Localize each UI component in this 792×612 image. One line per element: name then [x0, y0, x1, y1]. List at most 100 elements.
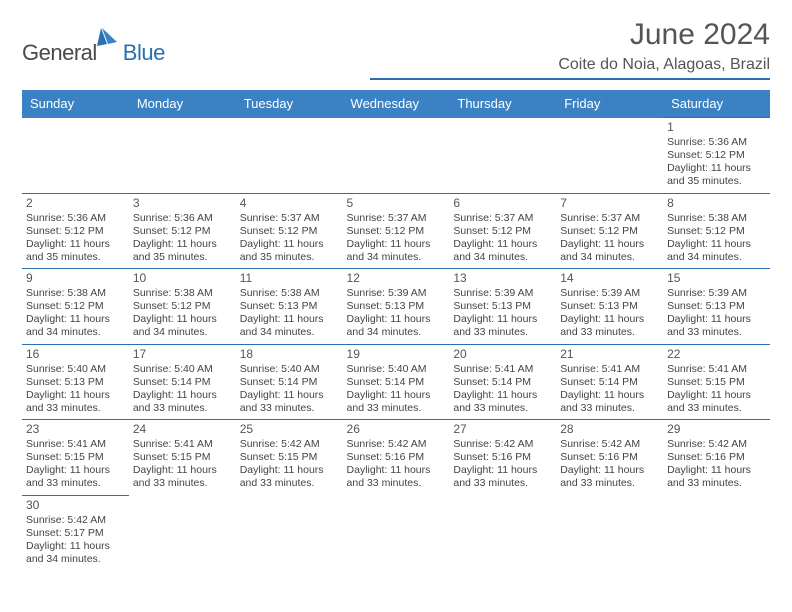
calendar-day-cell: 16Sunrise: 5:40 AMSunset: 5:13 PMDayligh…	[22, 344, 129, 420]
header: General Blue June 2024 Coite do Noia, Al…	[22, 18, 770, 80]
day-number: 27	[453, 422, 552, 437]
daylight-line: Daylight: 11 hours and 33 minutes.	[667, 464, 766, 490]
sunset-line: Sunset: 5:12 PM	[133, 225, 232, 238]
sunrise-line: Sunrise: 5:42 AM	[560, 438, 659, 451]
day-number: 10	[133, 271, 232, 286]
calendar-day-cell	[129, 495, 236, 570]
calendar-week-row: 30Sunrise: 5:42 AMSunset: 5:17 PMDayligh…	[22, 495, 770, 570]
day-number: 23	[26, 422, 125, 437]
calendar-day-cell	[449, 495, 556, 570]
brand-general: General	[22, 40, 97, 66]
sunrise-line: Sunrise: 5:42 AM	[347, 438, 446, 451]
day-number: 14	[560, 271, 659, 286]
daylight-line: Daylight: 11 hours and 33 minutes.	[667, 313, 766, 339]
daylight-line: Daylight: 11 hours and 34 minutes.	[26, 540, 125, 566]
sunset-line: Sunset: 5:15 PM	[26, 451, 125, 464]
calendar-day-cell: 13Sunrise: 5:39 AMSunset: 5:13 PMDayligh…	[449, 269, 556, 345]
sunrise-line: Sunrise: 5:41 AM	[667, 363, 766, 376]
sunset-line: Sunset: 5:12 PM	[667, 149, 766, 162]
sunrise-line: Sunrise: 5:38 AM	[133, 287, 232, 300]
calendar-day-cell: 8Sunrise: 5:38 AMSunset: 5:12 PMDaylight…	[663, 193, 770, 269]
day-number: 6	[453, 196, 552, 211]
sunrise-line: Sunrise: 5:40 AM	[347, 363, 446, 376]
calendar-day-cell: 22Sunrise: 5:41 AMSunset: 5:15 PMDayligh…	[663, 344, 770, 420]
sunset-line: Sunset: 5:13 PM	[667, 300, 766, 313]
sunrise-line: Sunrise: 5:40 AM	[26, 363, 125, 376]
calendar-day-cell	[129, 118, 236, 194]
weekday-thursday: Thursday	[449, 90, 556, 118]
calendar-day-cell	[236, 495, 343, 570]
calendar-week-row: 16Sunrise: 5:40 AMSunset: 5:13 PMDayligh…	[22, 344, 770, 420]
sunrise-line: Sunrise: 5:42 AM	[240, 438, 339, 451]
sunrise-line: Sunrise: 5:42 AM	[667, 438, 766, 451]
sunset-line: Sunset: 5:13 PM	[347, 300, 446, 313]
weekday-header-row: Sunday Monday Tuesday Wednesday Thursday…	[22, 90, 770, 118]
sunset-line: Sunset: 5:14 PM	[560, 376, 659, 389]
sunrise-line: Sunrise: 5:37 AM	[453, 212, 552, 225]
daylight-line: Daylight: 11 hours and 33 minutes.	[560, 464, 659, 490]
daylight-line: Daylight: 11 hours and 33 minutes.	[453, 313, 552, 339]
calendar-day-cell: 4Sunrise: 5:37 AMSunset: 5:12 PMDaylight…	[236, 193, 343, 269]
sunrise-line: Sunrise: 5:38 AM	[26, 287, 125, 300]
day-number: 21	[560, 347, 659, 362]
sunrise-line: Sunrise: 5:39 AM	[453, 287, 552, 300]
sunset-line: Sunset: 5:12 PM	[453, 225, 552, 238]
sail-icon	[97, 28, 121, 51]
daylight-line: Daylight: 11 hours and 33 minutes.	[133, 389, 232, 415]
calendar-day-cell: 12Sunrise: 5:39 AMSunset: 5:13 PMDayligh…	[343, 269, 450, 345]
sunset-line: Sunset: 5:17 PM	[26, 527, 125, 540]
daylight-line: Daylight: 11 hours and 33 minutes.	[667, 389, 766, 415]
calendar-day-cell: 1Sunrise: 5:36 AMSunset: 5:12 PMDaylight…	[663, 118, 770, 194]
location-label: Coite do Noia, Alagoas, Brazil	[370, 56, 770, 80]
calendar-day-cell: 6Sunrise: 5:37 AMSunset: 5:12 PMDaylight…	[449, 193, 556, 269]
calendar-day-cell: 7Sunrise: 5:37 AMSunset: 5:12 PMDaylight…	[556, 193, 663, 269]
daylight-line: Daylight: 11 hours and 34 minutes.	[667, 238, 766, 264]
sunset-line: Sunset: 5:16 PM	[560, 451, 659, 464]
weekday-saturday: Saturday	[663, 90, 770, 118]
day-number: 28	[560, 422, 659, 437]
brand-blue: Blue	[123, 40, 165, 66]
brand-logo: General Blue	[22, 18, 165, 66]
calendar-day-cell	[343, 495, 450, 570]
sunset-line: Sunset: 5:13 PM	[26, 376, 125, 389]
calendar-day-cell	[449, 118, 556, 194]
sunset-line: Sunset: 5:14 PM	[133, 376, 232, 389]
sunrise-line: Sunrise: 5:36 AM	[26, 212, 125, 225]
calendar-day-cell	[663, 495, 770, 570]
sunset-line: Sunset: 5:13 PM	[560, 300, 659, 313]
daylight-line: Daylight: 11 hours and 33 minutes.	[26, 464, 125, 490]
day-number: 2	[26, 196, 125, 211]
calendar-day-cell: 11Sunrise: 5:38 AMSunset: 5:13 PMDayligh…	[236, 269, 343, 345]
sunset-line: Sunset: 5:16 PM	[667, 451, 766, 464]
sunrise-line: Sunrise: 5:42 AM	[26, 514, 125, 527]
sunset-line: Sunset: 5:14 PM	[240, 376, 339, 389]
sunrise-line: Sunrise: 5:36 AM	[667, 136, 766, 149]
day-number: 18	[240, 347, 339, 362]
day-number: 24	[133, 422, 232, 437]
daylight-line: Daylight: 11 hours and 34 minutes.	[26, 313, 125, 339]
calendar-day-cell: 24Sunrise: 5:41 AMSunset: 5:15 PMDayligh…	[129, 420, 236, 496]
calendar-day-cell: 28Sunrise: 5:42 AMSunset: 5:16 PMDayligh…	[556, 420, 663, 496]
calendar-day-cell: 29Sunrise: 5:42 AMSunset: 5:16 PMDayligh…	[663, 420, 770, 496]
calendar-table: Sunday Monday Tuesday Wednesday Thursday…	[22, 90, 770, 570]
sunset-line: Sunset: 5:12 PM	[667, 225, 766, 238]
weekday-friday: Friday	[556, 90, 663, 118]
sunrise-line: Sunrise: 5:41 AM	[133, 438, 232, 451]
weekday-sunday: Sunday	[22, 90, 129, 118]
calendar-day-cell: 18Sunrise: 5:40 AMSunset: 5:14 PMDayligh…	[236, 344, 343, 420]
day-number: 22	[667, 347, 766, 362]
calendar-day-cell	[556, 495, 663, 570]
sunset-line: Sunset: 5:15 PM	[133, 451, 232, 464]
sunrise-line: Sunrise: 5:40 AM	[240, 363, 339, 376]
calendar-day-cell	[236, 118, 343, 194]
daylight-line: Daylight: 11 hours and 33 minutes.	[453, 464, 552, 490]
sunrise-line: Sunrise: 5:36 AM	[133, 212, 232, 225]
sunrise-line: Sunrise: 5:37 AM	[240, 212, 339, 225]
day-number: 13	[453, 271, 552, 286]
sunset-line: Sunset: 5:16 PM	[347, 451, 446, 464]
calendar-day-cell: 17Sunrise: 5:40 AMSunset: 5:14 PMDayligh…	[129, 344, 236, 420]
day-number: 4	[240, 196, 339, 211]
sunrise-line: Sunrise: 5:38 AM	[667, 212, 766, 225]
calendar-day-cell: 30Sunrise: 5:42 AMSunset: 5:17 PMDayligh…	[22, 495, 129, 570]
daylight-line: Daylight: 11 hours and 34 minutes.	[133, 313, 232, 339]
